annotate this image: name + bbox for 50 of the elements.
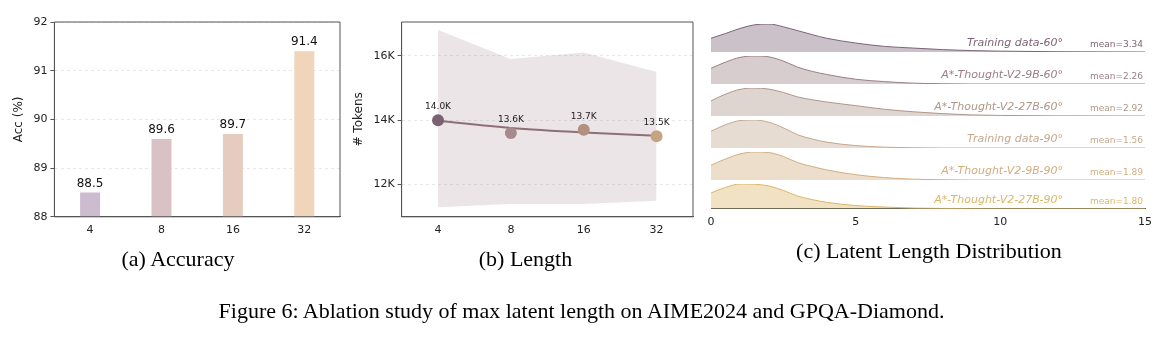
y-tick-label: 14K (373, 113, 396, 127)
data-label: 13.6K (497, 113, 525, 124)
x-tick-label: 8 (158, 223, 165, 237)
x-tick-label: 32 (297, 223, 312, 237)
x-tick-label: 16 (225, 223, 240, 237)
data-label: 89.7 (219, 117, 247, 132)
text: (a) Accuracy (120, 246, 236, 272)
data-label: 14.0K (425, 101, 453, 112)
text: (b) Length (477, 246, 574, 272)
annotation: mean=1.80 (1089, 195, 1144, 206)
y-tick-label: 91 (33, 63, 48, 77)
x-tick-label: 8 (507, 223, 515, 237)
y-tick-label: 89 (33, 160, 48, 174)
y-tick-label: 92 (33, 14, 48, 28)
series-label: Training data-90° (967, 132, 1063, 146)
x-tick-label: 15 (1138, 215, 1152, 229)
y-axis-title: Acc (%) (11, 96, 26, 143)
series-label: Training data-60° (967, 36, 1063, 50)
y-tick-label: 12K (373, 177, 396, 191)
series-label: A*-Thought-V2-9B-90° (940, 164, 1063, 178)
data-label: 91.4 (290, 34, 318, 49)
x-tick-label: 5 (852, 215, 860, 229)
y-tick-label: 90 (33, 112, 48, 126)
point (650, 130, 663, 143)
x-tick-label: 4 (434, 223, 442, 237)
annotation: mean=1.56 (1089, 134, 1144, 145)
y-tick-label: 88 (33, 209, 48, 223)
data-label: 89.6 (148, 122, 175, 137)
data-label: 13.5K (643, 117, 671, 128)
point (577, 123, 590, 136)
data-label: 88.5 (76, 175, 104, 190)
x-tick-label: 16 (576, 223, 591, 237)
y-axis-title: # Tokens (351, 92, 366, 147)
series-label: A*-Thought-V2-9B-60° (940, 68, 1063, 82)
data-label: 13.7K (570, 110, 598, 121)
text: (c) Latent Length Distribution (795, 238, 1063, 264)
point (432, 114, 445, 127)
annotation: mean=1.89 (1089, 166, 1144, 177)
x-tick-label: 10 (993, 215, 1008, 229)
x-tick-label: 0 (707, 215, 715, 229)
series-label: A*-Thought-V2-27B-90° (933, 193, 1063, 207)
x-tick-label: 4 (86, 223, 94, 237)
caption: Figure 6: Ablation study of max latent length on AIME2024 and GPQA-Diamond. (217, 298, 946, 324)
annotation: mean=3.34 (1089, 38, 1144, 49)
x-tick-label: 32 (649, 223, 664, 237)
point (504, 127, 517, 140)
annotation: mean=2.92 (1089, 102, 1143, 113)
series-label: A*-Thought-V2-27B-60° (933, 100, 1063, 114)
y-tick-label: 16K (373, 48, 396, 62)
annotation: mean=2.26 (1089, 70, 1144, 81)
